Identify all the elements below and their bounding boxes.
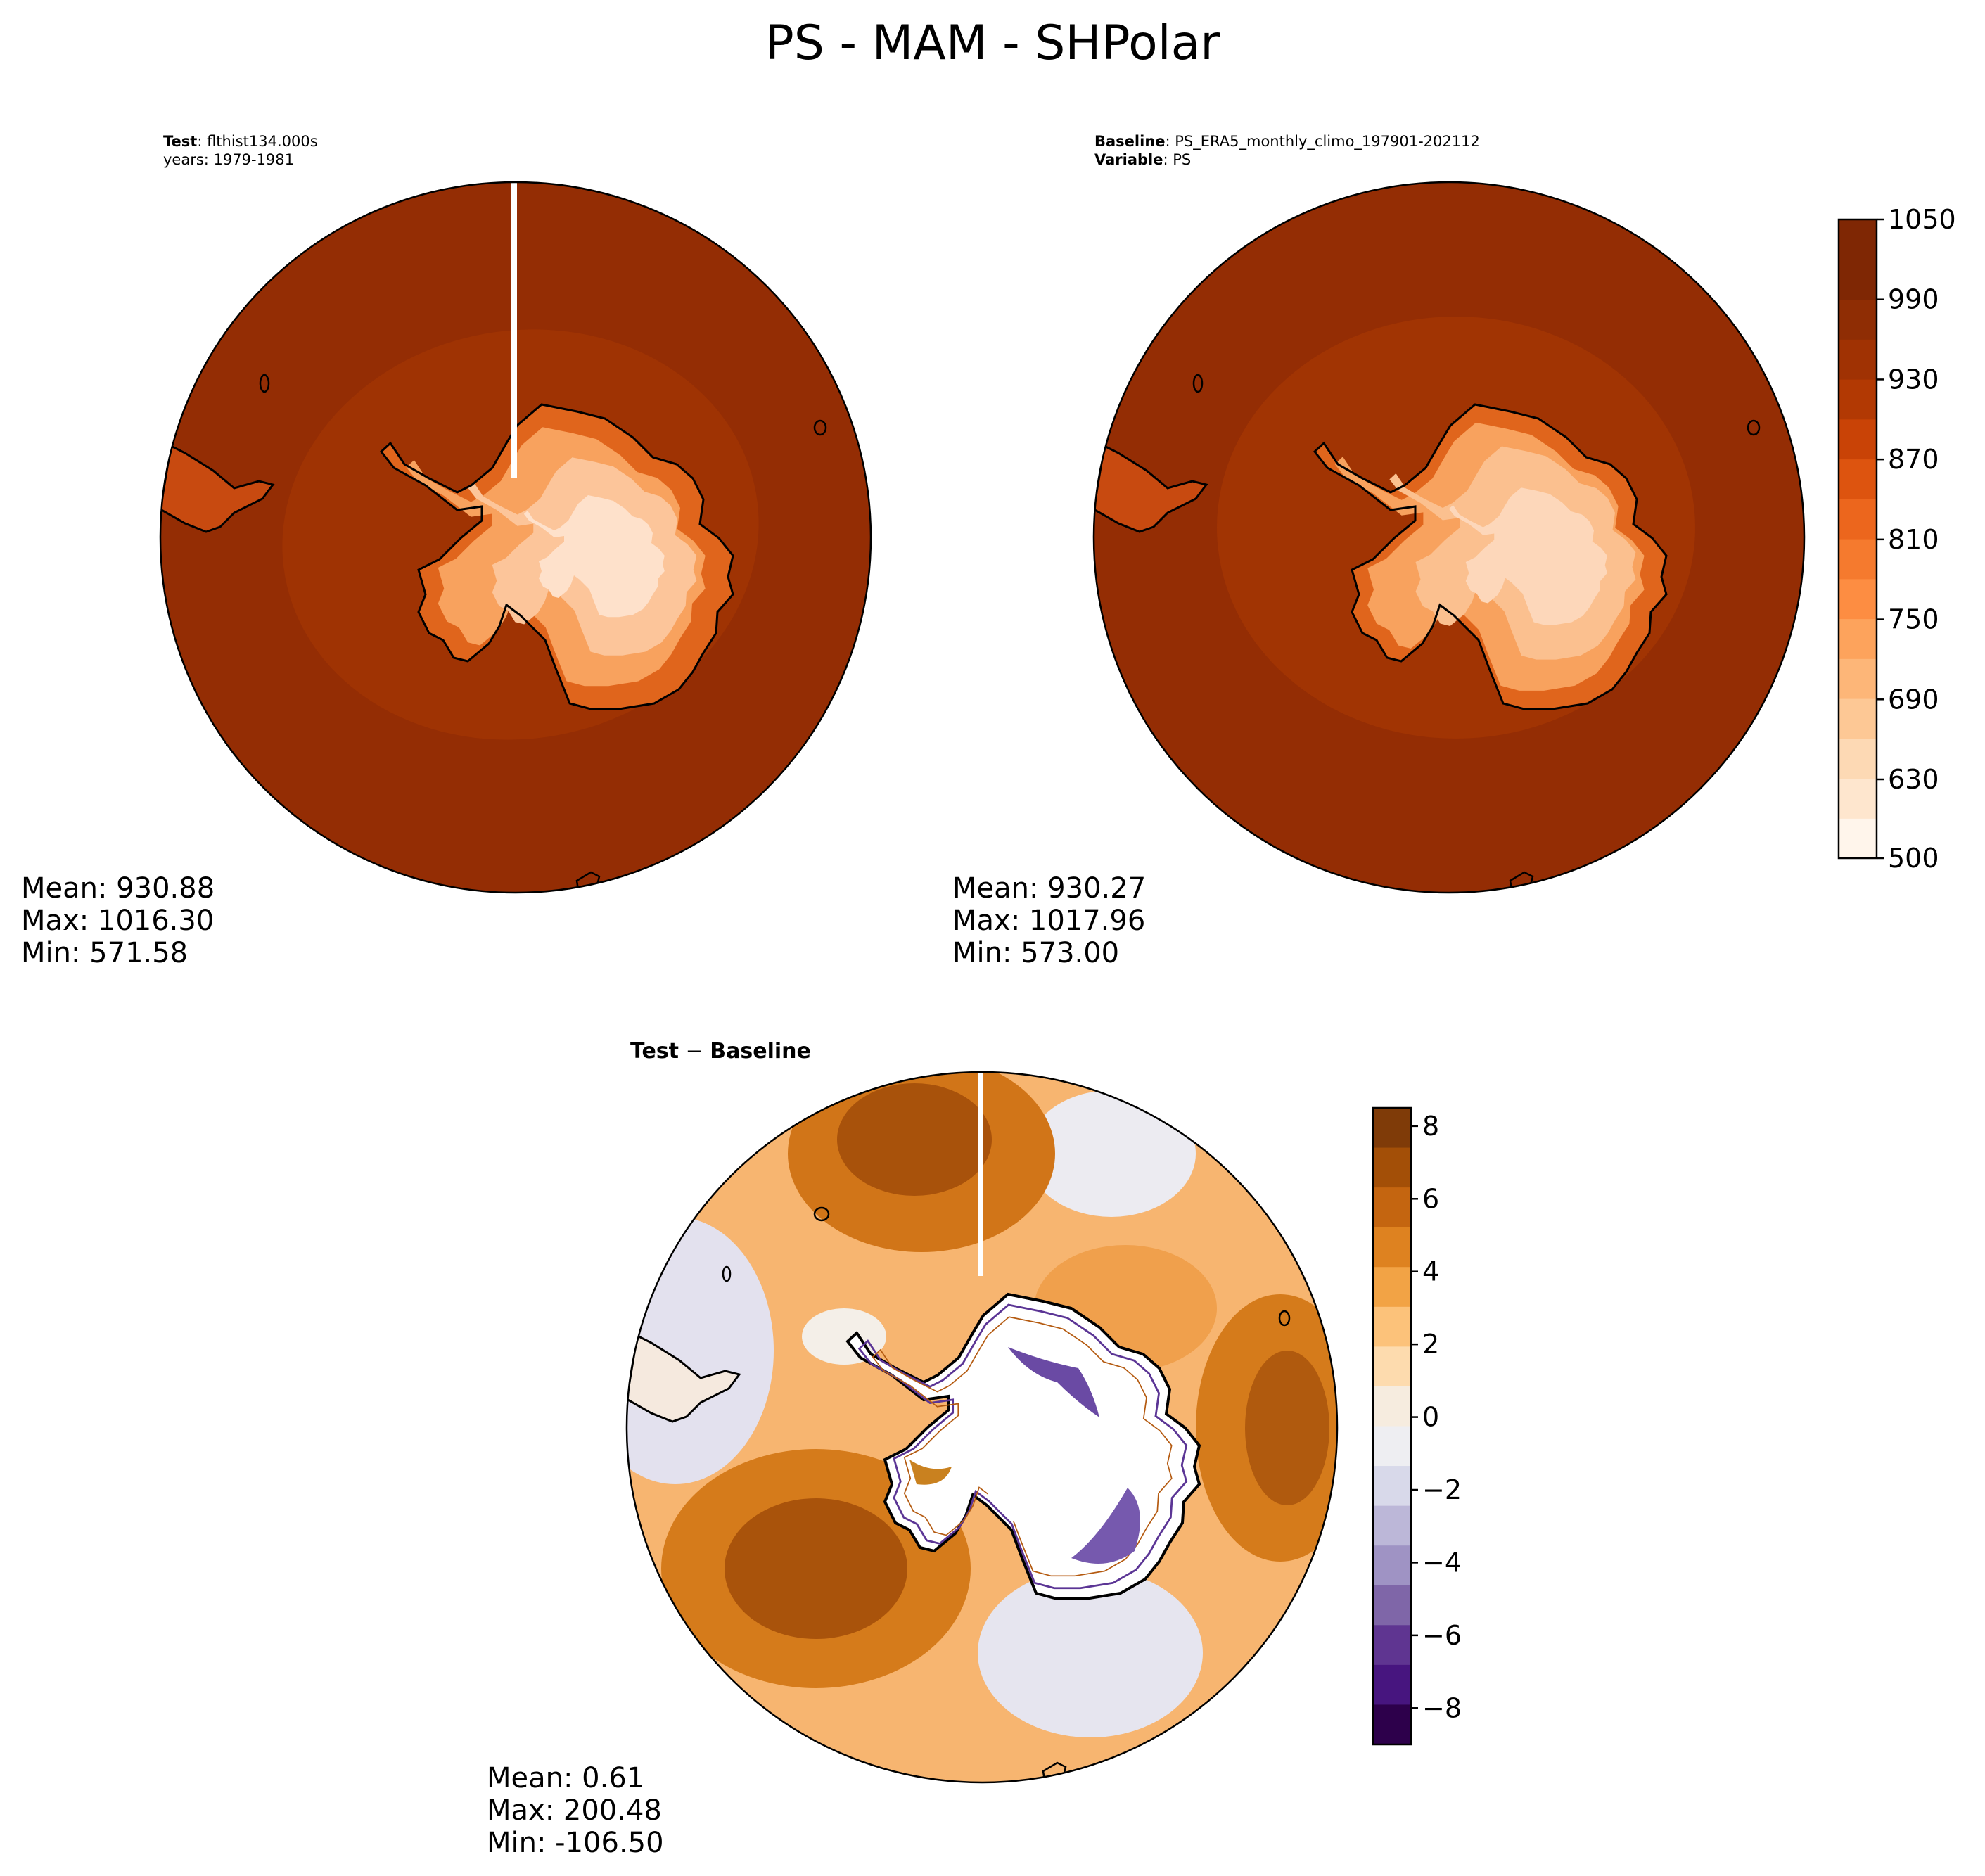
colorbar-diff: 8 6 4 2 0 −2 −4 −6 −8: [1372, 1106, 1462, 1746]
main-colorbar-segment: [1839, 738, 1877, 779]
main-colorbar-segment: [1839, 698, 1877, 739]
diff-colorbar-segment: [1373, 1306, 1411, 1347]
baseline-label-bold: Baseline: [1094, 133, 1166, 150]
diff-colorbar-tick-label: −6: [1422, 1620, 1462, 1651]
baseline-variable-name: : PS: [1163, 151, 1192, 168]
test-max: Max: 1016.30: [21, 905, 215, 937]
main-colorbar-segment: [1839, 419, 1877, 460]
baseline-map: [1094, 182, 1804, 893]
diff-colorbar-segment: [1373, 1227, 1411, 1268]
diff-colorbar-tick-label: 2: [1422, 1329, 1439, 1360]
diff-colorbar-segment: [1373, 1664, 1411, 1706]
main-colorbar-segment: [1839, 499, 1877, 540]
diff-mean: Mean: 0.61: [487, 1762, 645, 1794]
main-colorbar-tick-label: 500: [1888, 843, 1939, 874]
main-colorbar-tick-label: 930: [1888, 364, 1939, 395]
diff-colorbar-segment: [1373, 1426, 1411, 1467]
diff-stats: Mean: 0.61 Max: 200.48 Min: -106.50: [487, 1762, 664, 1859]
main-colorbar-segment: [1839, 578, 1877, 620]
diff-colorbar-segment: [1373, 1585, 1411, 1626]
baseline-min: Min: 573.00: [952, 937, 1120, 969]
diff-colorbar-tick-label: −8: [1422, 1692, 1462, 1723]
test-map: [160, 182, 871, 893]
diff-colorbar-segment: [1373, 1187, 1411, 1228]
main-colorbar-segment: [1839, 539, 1877, 580]
diff-colorbar-tick-label: 6: [1422, 1183, 1439, 1214]
baseline-variable-bold: Variable: [1094, 151, 1163, 168]
colorbar-main: 500 630 690 750 810 870 930 990 1050: [1837, 204, 1956, 874]
diff-colorbar-segment: [1373, 1386, 1411, 1427]
main-colorbar-segment: [1839, 459, 1877, 499]
baseline-label-case: : PS_ERA5_monthly_climo_197901-202112: [1165, 133, 1480, 150]
main-colorbar-tick-label: 990: [1888, 284, 1939, 315]
diff-colorbar-segment: [1373, 1545, 1411, 1586]
test-mean: Mean: 930.88: [21, 872, 215, 905]
test-boundary: [159, 181, 872, 894]
main-colorbar-tick-label: 750: [1888, 604, 1939, 635]
main-colorbar-segment: [1839, 219, 1877, 260]
baseline-boundary: [1092, 181, 1806, 894]
main-colorbar-tick-label: 870: [1888, 444, 1939, 475]
diff-colorbar-tick-label: 0: [1422, 1402, 1439, 1433]
diff-min: Min: -106.50: [487, 1827, 664, 1859]
diff-boundary: [625, 1071, 1339, 1784]
main-colorbar-segment: [1839, 658, 1877, 699]
diff-colorbar-tick-label: −4: [1422, 1547, 1462, 1578]
main-colorbar-segment: [1839, 778, 1877, 819]
test-min: Min: 571.58: [21, 937, 189, 969]
main-colorbar-segment: [1839, 299, 1877, 340]
main-colorbar-tick-label: 1050: [1888, 204, 1956, 235]
diff-map: [627, 1072, 1337, 1782]
main-colorbar-segment: [1839, 339, 1877, 380]
main-colorbar-segment: [1839, 259, 1877, 300]
main-colorbar-tick-label: 690: [1888, 684, 1939, 715]
main-colorbar-segment: [1839, 618, 1877, 659]
baseline-max: Max: 1017.96: [952, 905, 1146, 937]
diff-colorbar-tick-label: 4: [1422, 1256, 1439, 1287]
diff-colorbar-frame: [1372, 1106, 1412, 1746]
diff-colorbar-segment: [1373, 1704, 1411, 1745]
diff-colorbar-segment: [1373, 1108, 1411, 1149]
baseline-stats: Mean: 930.27 Max: 1017.96 Min: 573.00: [952, 872, 1146, 969]
test-label-bold: Test: [163, 133, 198, 150]
figure-title: PS - MAM - SHPolar: [765, 15, 1220, 71]
diff-colorbar-tick-label: −2: [1422, 1474, 1462, 1505]
main-colorbar-tick-label: 810: [1888, 524, 1939, 555]
diff-title: Test − Baseline: [630, 1039, 811, 1064]
main-colorbar-segment: [1839, 818, 1877, 859]
test-stats: Mean: 930.88 Max: 1016.30 Min: 571.58: [21, 872, 215, 969]
diff-colorbar-segment: [1373, 1147, 1411, 1188]
test-years: years: 1979-1981: [163, 151, 295, 168]
diff-colorbar-segment: [1373, 1346, 1411, 1387]
main-colorbar-tick-label: 630: [1888, 764, 1939, 795]
diff-colorbar-segment: [1373, 1625, 1411, 1666]
diff-colorbar-tick-label: 8: [1422, 1111, 1439, 1142]
diff-colorbar-segment: [1373, 1466, 1411, 1507]
test-header: Test: flthist134.000s years: 1979-1981: [163, 132, 318, 169]
baseline-mean: Mean: 930.27: [952, 872, 1147, 905]
main-colorbar-segment: [1839, 379, 1877, 420]
test-label-case: : flthist134.000s: [197, 133, 318, 150]
baseline-header: Baseline: PS_ERA5_monthly_climo_197901-2…: [1094, 132, 1480, 169]
diff-colorbar-segment: [1373, 1267, 1411, 1308]
diff-max: Max: 200.48: [487, 1794, 662, 1827]
diff-colorbar-segment: [1373, 1505, 1411, 1546]
